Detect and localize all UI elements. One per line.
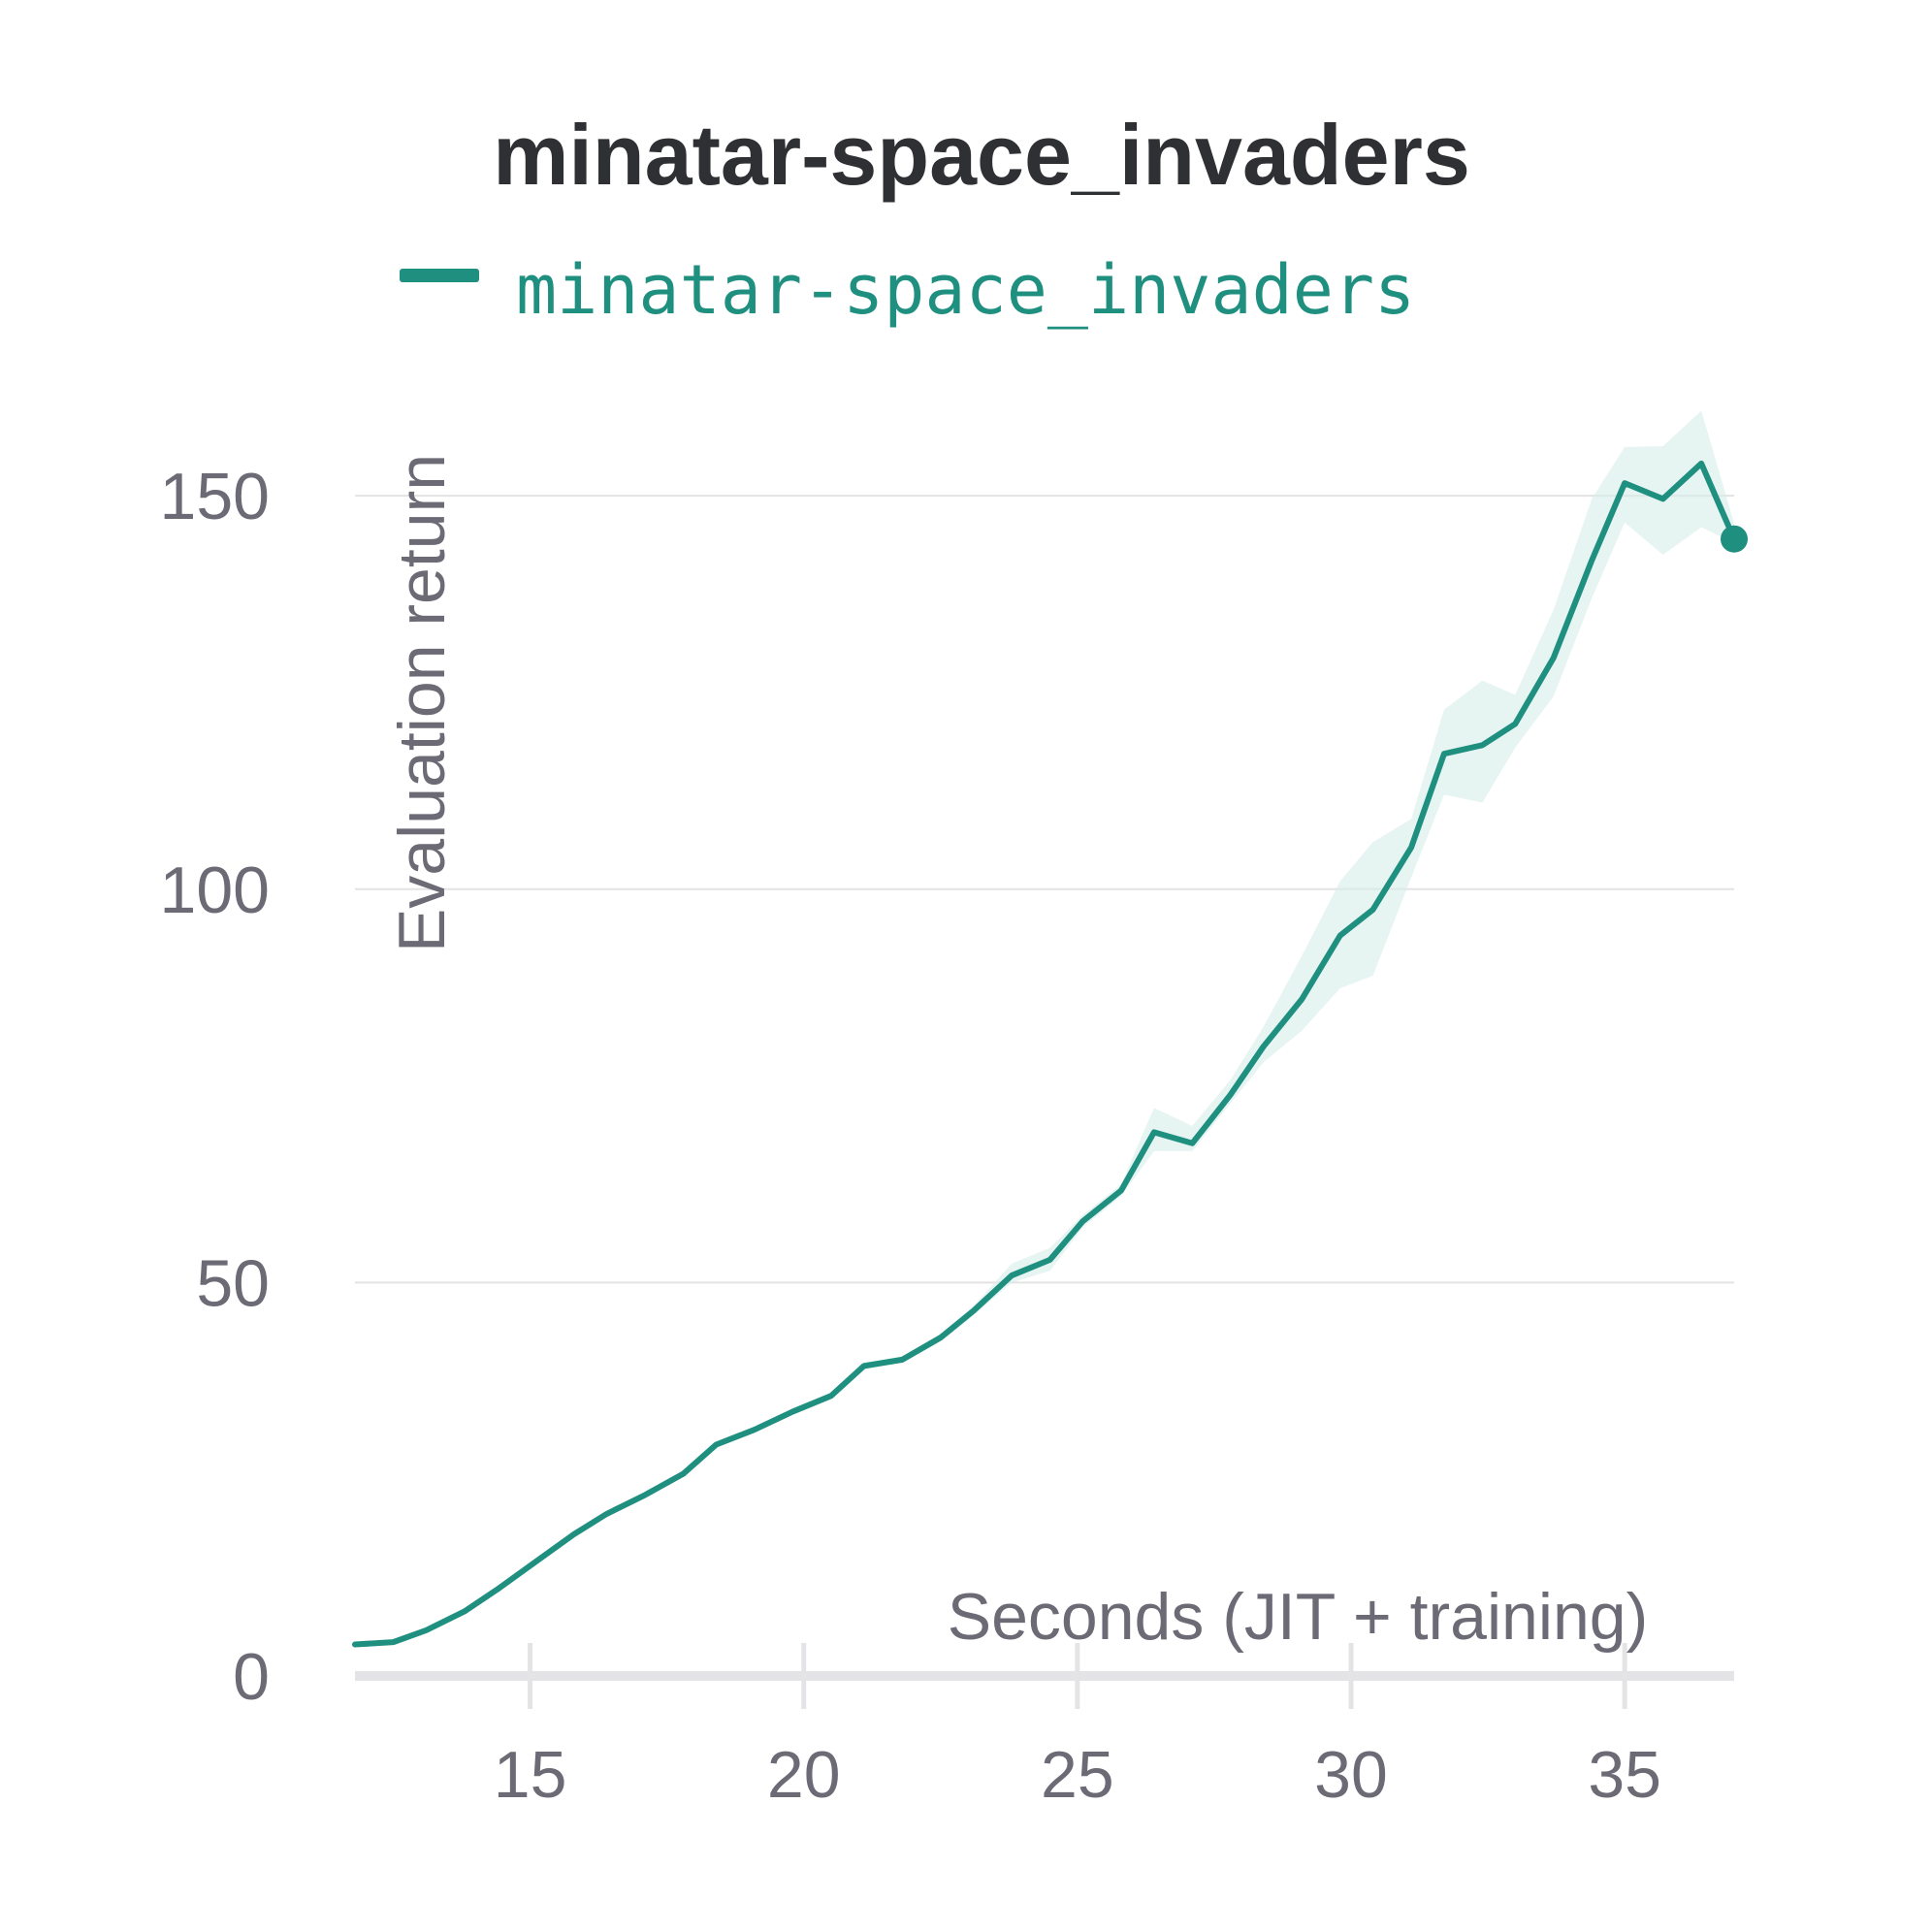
series-lines xyxy=(352,460,1748,1648)
y-axis: 0 50 100 150 xyxy=(160,460,270,1714)
x-tick-label: 25 xyxy=(1041,1738,1114,1812)
x-axis: 15 20 25 30 35 xyxy=(355,1643,1734,1812)
y-tick-label: 50 xyxy=(196,1246,270,1320)
legend[interactable]: minatar-space_invaders xyxy=(400,250,1415,330)
legend-label: minatar-space_invaders xyxy=(516,250,1415,330)
series-endpoint xyxy=(1721,525,1748,553)
chart-title: minatar-space_invaders xyxy=(493,107,1470,203)
y-tick-label: 100 xyxy=(160,853,270,927)
y-tick-label: 0 xyxy=(233,1640,270,1714)
x-tick-label: 15 xyxy=(494,1738,567,1812)
series-line xyxy=(352,460,1737,1648)
x-tick-label: 35 xyxy=(1588,1738,1661,1812)
legend-swatch xyxy=(400,269,479,282)
y-axis-label: Evaluation return xyxy=(385,454,459,952)
x-tick-label: 20 xyxy=(767,1738,841,1812)
y-tick-label: 150 xyxy=(160,460,270,533)
confidence-band xyxy=(355,410,1734,1645)
x-axis-label: Seconds (JIT + training) xyxy=(948,1580,1649,1654)
confidence-bands xyxy=(355,410,1734,1645)
x-tick-label: 30 xyxy=(1314,1738,1388,1812)
gridlines xyxy=(355,495,1734,1284)
